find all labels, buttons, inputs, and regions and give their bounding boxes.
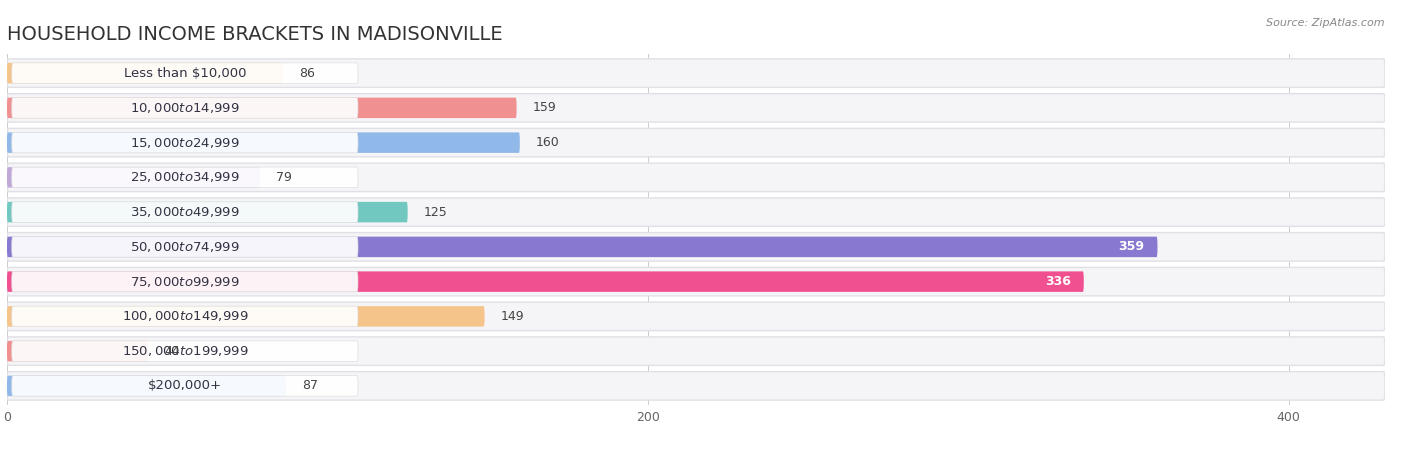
FancyBboxPatch shape [7, 271, 1084, 292]
Text: 359: 359 [1119, 240, 1144, 253]
Text: 125: 125 [423, 206, 447, 219]
FancyBboxPatch shape [7, 337, 1385, 365]
Text: $15,000 to $24,999: $15,000 to $24,999 [129, 135, 239, 149]
FancyBboxPatch shape [7, 94, 1385, 122]
FancyBboxPatch shape [11, 271, 359, 292]
Text: 87: 87 [302, 379, 318, 392]
Text: HOUSEHOLD INCOME BRACKETS IN MADISONVILLE: HOUSEHOLD INCOME BRACKETS IN MADISONVILL… [7, 25, 503, 44]
FancyBboxPatch shape [7, 202, 408, 222]
FancyBboxPatch shape [11, 98, 359, 118]
Text: 160: 160 [536, 136, 560, 149]
Text: $100,000 to $149,999: $100,000 to $149,999 [121, 310, 247, 324]
FancyBboxPatch shape [7, 98, 516, 118]
FancyBboxPatch shape [7, 341, 148, 361]
Text: Less than $10,000: Less than $10,000 [124, 67, 246, 80]
Text: $75,000 to $99,999: $75,000 to $99,999 [129, 274, 239, 288]
FancyBboxPatch shape [7, 132, 520, 153]
FancyBboxPatch shape [11, 167, 359, 188]
FancyBboxPatch shape [7, 233, 1385, 261]
FancyBboxPatch shape [7, 59, 1385, 87]
Text: 79: 79 [276, 171, 292, 184]
Text: 149: 149 [501, 310, 524, 323]
Text: $10,000 to $14,999: $10,000 to $14,999 [129, 101, 239, 115]
Text: 159: 159 [533, 101, 557, 114]
FancyBboxPatch shape [11, 132, 359, 153]
FancyBboxPatch shape [7, 306, 485, 327]
Text: $50,000 to $74,999: $50,000 to $74,999 [129, 240, 239, 254]
FancyBboxPatch shape [7, 376, 285, 396]
FancyBboxPatch shape [11, 63, 359, 83]
FancyBboxPatch shape [7, 372, 1385, 400]
FancyBboxPatch shape [7, 167, 260, 188]
FancyBboxPatch shape [11, 341, 359, 361]
FancyBboxPatch shape [7, 267, 1385, 296]
Text: $200,000+: $200,000+ [148, 379, 222, 392]
FancyBboxPatch shape [7, 163, 1385, 192]
FancyBboxPatch shape [7, 128, 1385, 157]
FancyBboxPatch shape [11, 202, 359, 222]
FancyBboxPatch shape [7, 302, 1385, 331]
Text: 336: 336 [1045, 275, 1071, 288]
Text: $35,000 to $49,999: $35,000 to $49,999 [129, 205, 239, 219]
FancyBboxPatch shape [7, 63, 283, 83]
FancyBboxPatch shape [11, 376, 359, 396]
Text: 86: 86 [298, 67, 315, 80]
FancyBboxPatch shape [7, 237, 1157, 257]
Text: $25,000 to $34,999: $25,000 to $34,999 [129, 171, 239, 184]
Text: 44: 44 [165, 345, 180, 358]
Text: $150,000 to $199,999: $150,000 to $199,999 [121, 344, 247, 358]
Text: Source: ZipAtlas.com: Source: ZipAtlas.com [1267, 18, 1385, 28]
FancyBboxPatch shape [11, 306, 359, 327]
FancyBboxPatch shape [7, 198, 1385, 226]
FancyBboxPatch shape [11, 237, 359, 257]
